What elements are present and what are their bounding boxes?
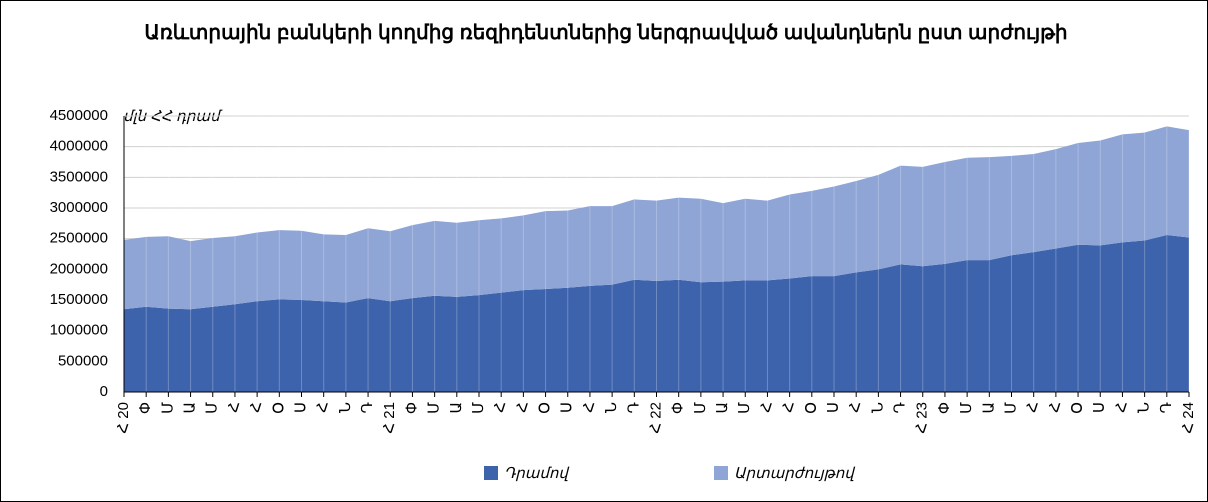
legend-label: Արտարժույթով <box>734 465 855 482</box>
x-tick-label: Փ <box>670 402 687 414</box>
y-tick-label: 4000000 <box>50 138 108 155</box>
x-tick-label: Ա <box>448 402 465 414</box>
x-tick-label: Ա <box>980 402 997 414</box>
x-tick-label: Հ 24 <box>1180 402 1197 434</box>
x-tick-label: Հ <box>1113 402 1130 413</box>
y-tick-label: 0 <box>100 383 108 400</box>
x-tick-label: Ս <box>559 402 576 413</box>
x-tick-label: Հ <box>492 402 509 413</box>
x-tick-label: Հ <box>315 402 332 413</box>
x-tick-label: Հ <box>781 402 798 413</box>
x-tick-label: Մ <box>958 402 975 414</box>
x-tick-label: Հ <box>248 402 265 413</box>
y-tick-label: 1000000 <box>50 322 108 339</box>
x-tick-label: Օ <box>803 402 820 414</box>
x-tick-label: Փ <box>403 402 420 414</box>
x-tick-label: Ա <box>714 402 731 414</box>
x-tick-label: Հ <box>1047 402 1064 413</box>
x-tick-label: Փ <box>936 402 953 414</box>
y-tick-label: 3500000 <box>50 168 108 185</box>
y-tick-label: 500000 <box>58 352 108 369</box>
chart-title: Առևտրային բանկերի կողմից ռեզիդենտներից ն… <box>144 22 1068 44</box>
x-tick-label: Հ <box>847 402 864 413</box>
x-tick-label: Մ <box>204 402 221 414</box>
x-tick-label: Ն <box>603 402 620 413</box>
x-tick-label: Մ <box>426 402 443 414</box>
x-tick-label: Փ <box>137 402 154 414</box>
y-tick-label: 3000000 <box>50 199 108 216</box>
x-tick-label: Օ <box>1069 402 1086 414</box>
x-tick-label: Ս <box>1091 402 1108 413</box>
x-tick-label: Մ <box>692 402 709 414</box>
x-tick-label: Մ <box>1002 402 1019 414</box>
x-tick-label: Մ <box>470 402 487 414</box>
x-tick-label: Հ <box>758 402 775 413</box>
x-tick-label: Հ 22 <box>647 402 664 434</box>
x-tick-label: Հ <box>1025 402 1042 413</box>
x-tick-label: Մ <box>159 402 176 414</box>
legend-swatch <box>484 466 498 480</box>
x-tick-label: Ն <box>869 402 886 413</box>
x-tick-label: Հ 20 <box>115 402 132 434</box>
area <box>124 126 1189 310</box>
x-tick-label: Հ 21 <box>381 402 398 434</box>
x-tick-label: Դ <box>1158 402 1175 413</box>
y-tick-label: 4500000 <box>50 107 108 124</box>
y-tick-label: 2000000 <box>50 260 108 277</box>
area <box>124 234 1189 392</box>
x-tick-label: Ս <box>825 402 842 413</box>
x-tick-label: Հ 23 <box>914 402 931 434</box>
y-tick-label: 1500000 <box>50 291 108 308</box>
x-tick-label: Ս <box>292 402 309 413</box>
x-tick-label: Մ <box>736 402 753 414</box>
x-tick-label: Ն <box>337 402 354 413</box>
x-tick-label: Հ <box>514 402 531 413</box>
y-tick-label: 2500000 <box>50 230 108 247</box>
x-tick-label: Օ <box>537 402 554 414</box>
x-tick-label: Դ <box>892 402 909 413</box>
x-tick-label: Դ <box>359 402 376 413</box>
legend-swatch <box>714 466 728 480</box>
x-tick-label: Հ <box>581 402 598 413</box>
legend-label: Դրամով <box>504 465 569 482</box>
x-tick-label: Օ <box>270 402 287 414</box>
x-tick-label: Դ <box>625 402 642 413</box>
x-tick-label: Ա <box>182 402 199 414</box>
x-tick-label: Հ <box>226 402 243 413</box>
x-tick-label: Ն <box>1136 402 1153 413</box>
